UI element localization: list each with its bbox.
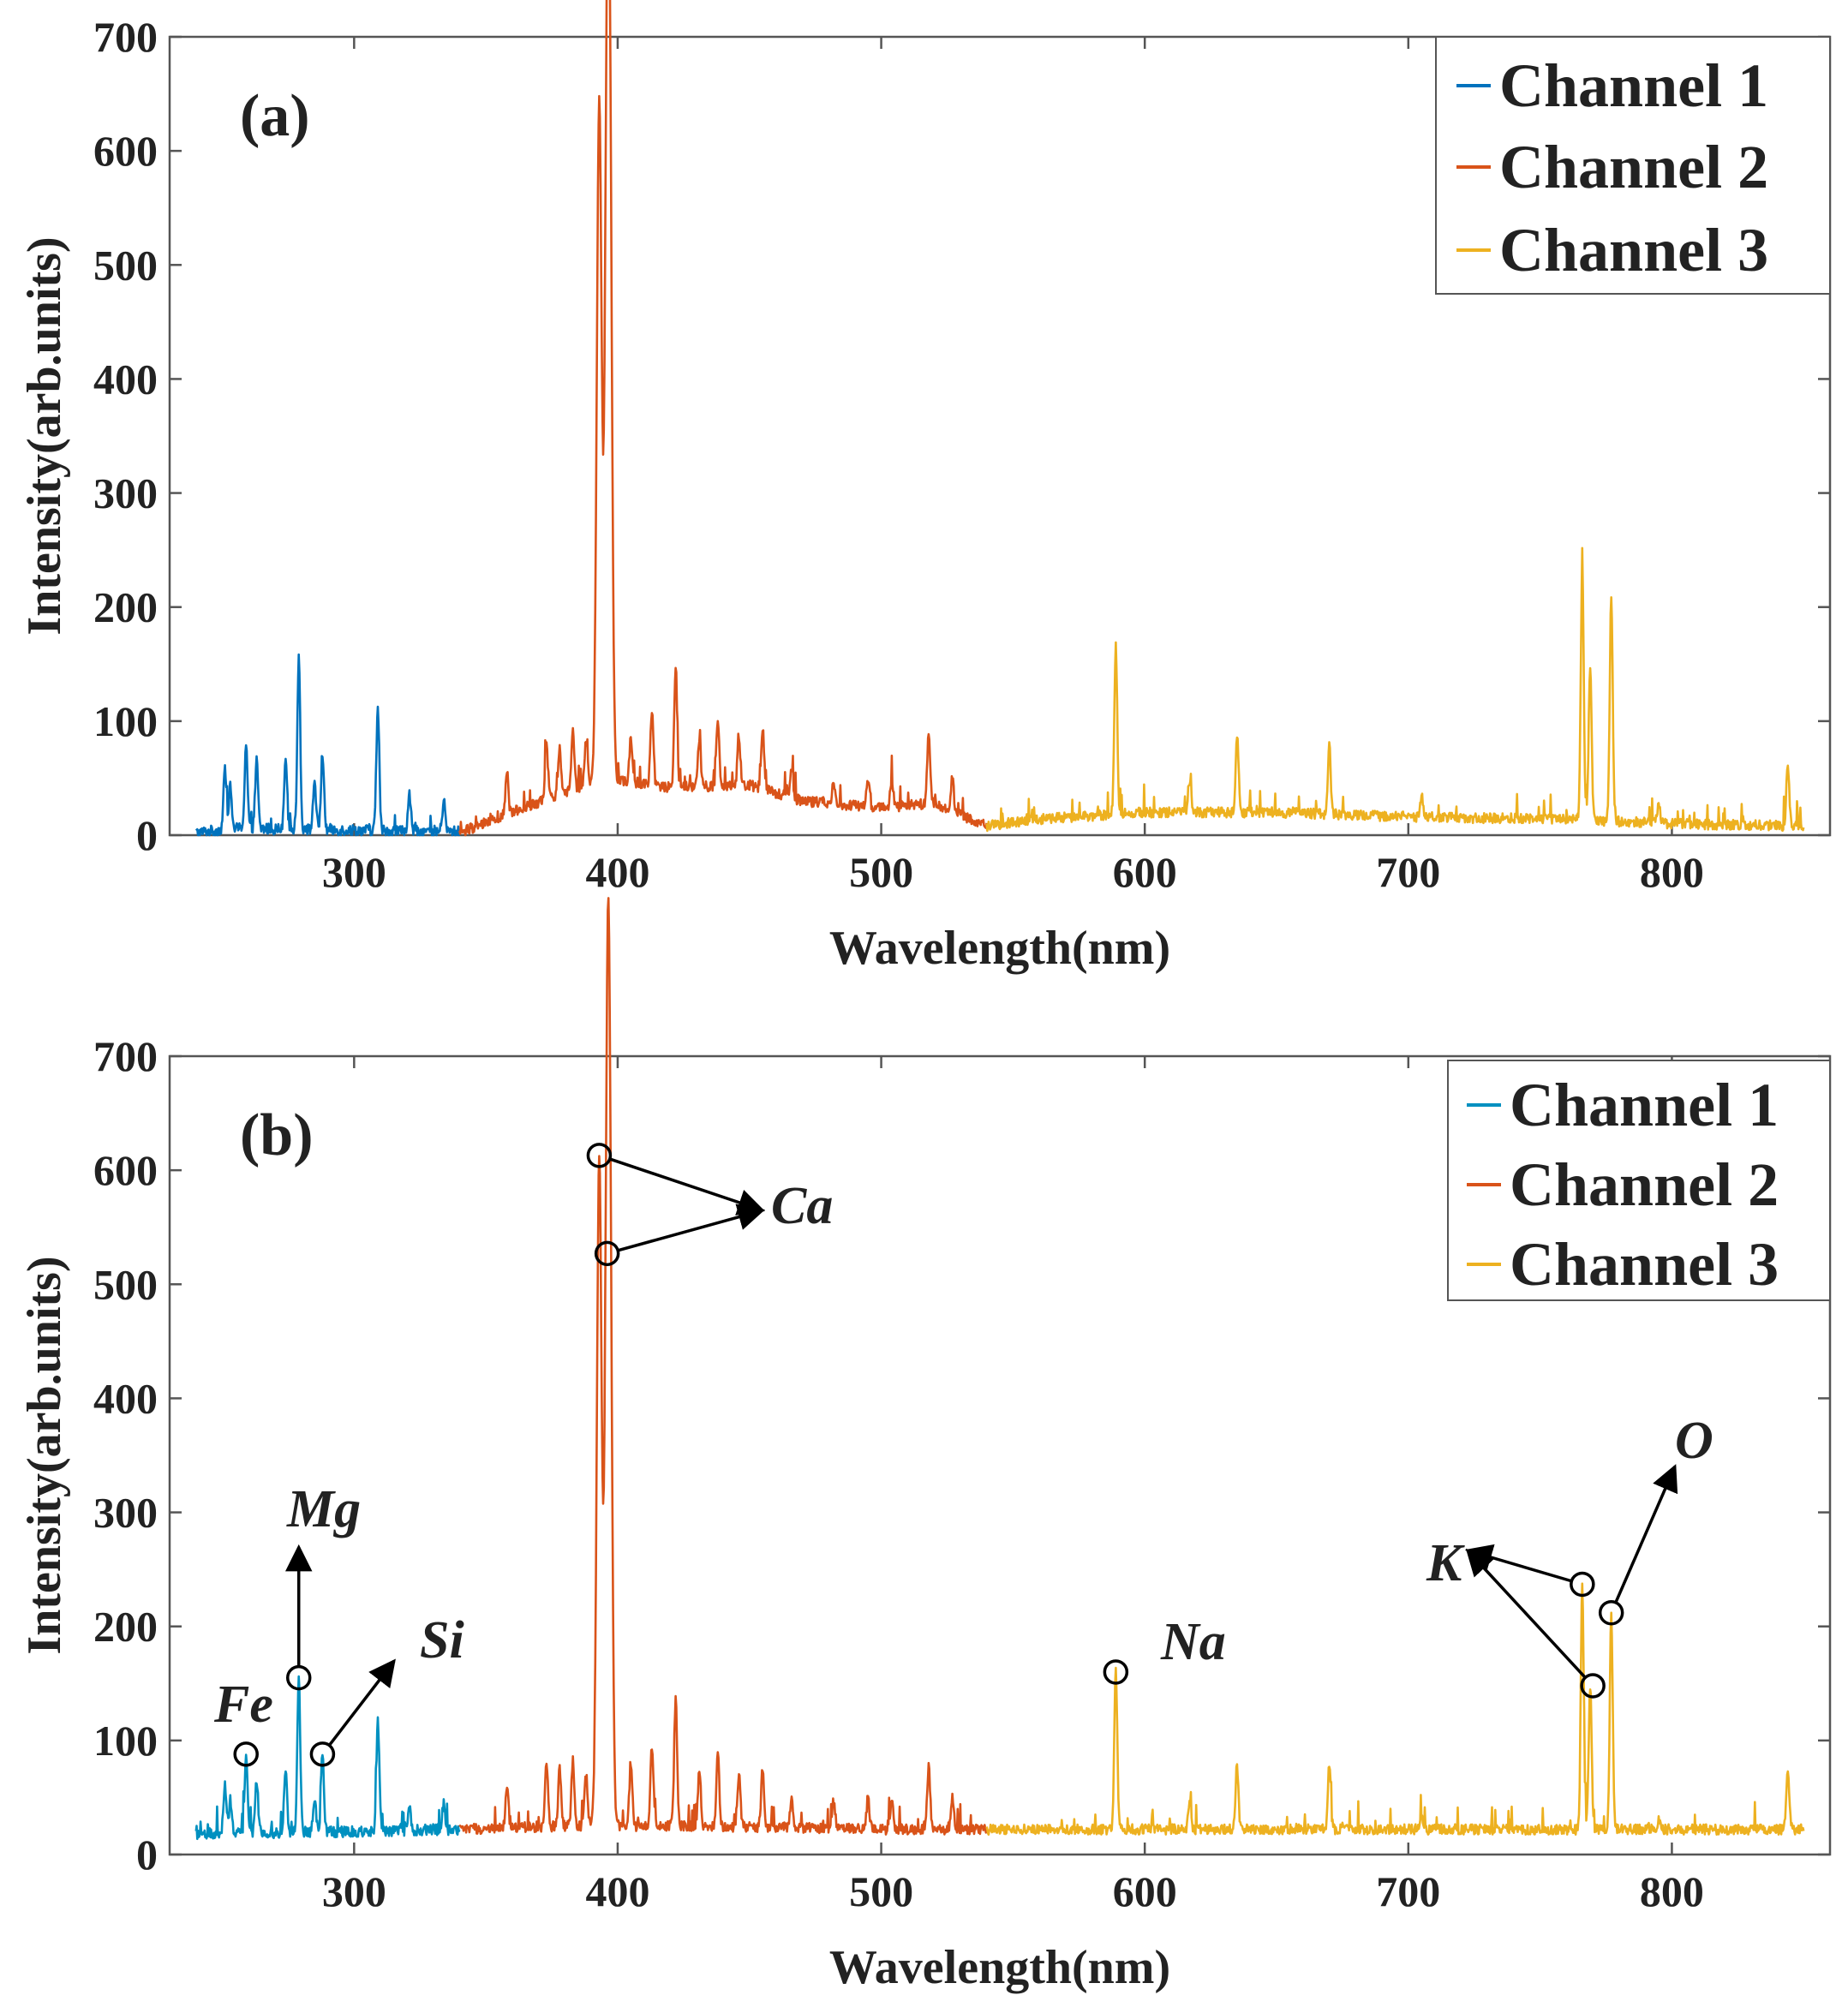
x-tick-label: 500: [849, 1867, 913, 1915]
peak-marker-na: [1103, 1659, 1129, 1685]
x-tick-label: 600: [1113, 848, 1177, 896]
arrow-ca: [610, 1157, 765, 1216]
legend-box: [1447, 1060, 1831, 1301]
axis-ticks: 300 400 500 600 700 800 0 100 200 300 400 500 600 700: [93, 1032, 1830, 1915]
x-tick-label: 400: [585, 848, 649, 896]
panel-label: (a): [240, 83, 310, 149]
y-axis-label: Intensity(arb.units): [18, 1256, 71, 1654]
peak-marker-k: [1570, 1571, 1595, 1598]
plot-frame: [168, 1054, 1832, 1856]
spectra-series: [194, 0, 1805, 837]
legend-entry-channel-2: Channel 2: [1499, 133, 1768, 201]
peak-marker-ca: [594, 1240, 620, 1267]
legend-entry-channel-2: Channel 2: [1510, 1150, 1779, 1219]
x-tick-label: 800: [1640, 848, 1704, 896]
y-tick-label: 100: [93, 1717, 158, 1765]
legend-entry-channel-3: Channel 3: [1499, 216, 1768, 284]
series-line-channel-1: [194, 653, 460, 837]
y-tick-label: 200: [93, 583, 158, 631]
y-tick-label: 300: [93, 1489, 158, 1537]
y-tick-label: 500: [93, 241, 158, 289]
y-tick-label: 0: [136, 1831, 158, 1879]
y-tick-label: 700: [93, 1032, 158, 1080]
x-tick-label: 300: [322, 1867, 386, 1915]
axis-ticks: 300 400 500 600 700 800 0 100 200 300 400 500 600 700: [93, 13, 1830, 896]
legend: Channel 1 Channel 2 Channel 3: [1435, 36, 1831, 295]
y-tick-label: 600: [93, 1146, 158, 1194]
peak-marker-fe: [233, 1741, 259, 1767]
panel-a: 300 400 500 600 700 800 0 100 200 300 400 500 600 700…: [18, 0, 1832, 975]
x-tick-label: 400: [585, 1867, 649, 1915]
peak-marker-ca: [586, 1143, 613, 1168]
y-tick-label: 0: [136, 811, 158, 859]
element-label-o: O: [1675, 1412, 1713, 1470]
legend-box: [1435, 36, 1831, 295]
spectra-series: [194, 897, 1805, 1841]
y-tick-label: 500: [93, 1260, 158, 1308]
y-tick-label: 600: [93, 127, 158, 175]
x-tick-label: 300: [322, 848, 386, 896]
element-label-si: Si: [420, 1611, 464, 1669]
element-label-na: Na: [1160, 1613, 1226, 1671]
x-axis-label: Wavelength(nm): [829, 922, 1170, 975]
peak-marker-mg: [285, 1664, 312, 1691]
legend-entry-channel-3: Channel 3: [1510, 1230, 1779, 1299]
element-label-mg: Mg: [286, 1480, 361, 1538]
x-tick-label: 600: [1113, 1867, 1177, 1915]
series-line-channel-2: [458, 897, 988, 1836]
peak-marker-o: [1598, 1599, 1624, 1626]
series-line-channel-1: [194, 1675, 461, 1841]
panel-b: 300 400 500 600 700 800 0 100 200 300 400 500 600 700…: [18, 897, 1832, 1994]
x-axis-label: Wavelength(nm): [829, 1941, 1170, 1994]
y-tick-label: 400: [93, 1374, 158, 1422]
arrow-o: [1614, 1464, 1678, 1603]
y-tick-label: 700: [93, 13, 158, 61]
element-label-k: K: [1426, 1534, 1465, 1592]
y-tick-label: 100: [93, 697, 158, 745]
plot-frame: [168, 35, 1832, 837]
x-tick-label: 800: [1640, 1867, 1704, 1915]
series-line-channel-2: [458, 0, 988, 837]
x-tick-label: 500: [849, 848, 913, 896]
y-axis-label: Intensity(arb.units): [18, 236, 71, 635]
element-label-ca: Ca: [771, 1177, 833, 1235]
series-line-channel-3: [985, 547, 1805, 833]
series-line-channel-3: [985, 1582, 1805, 1836]
arrow-si: [328, 1658, 396, 1746]
panel-label: (b): [240, 1102, 314, 1168]
peak-marker-k: [1580, 1673, 1606, 1699]
y-tick-label: 400: [93, 355, 158, 403]
y-tick-label: 200: [93, 1603, 158, 1651]
element-label-fe: Fe: [213, 1675, 273, 1734]
legend-entry-channel-1: Channel 1: [1510, 1071, 1779, 1139]
x-tick-label: 700: [1376, 1867, 1440, 1915]
legend: Channel 1 Channel 2 Channel 3: [1447, 1060, 1831, 1301]
legend-entry-channel-1: Channel 1: [1499, 51, 1768, 120]
element-annotations: Fe Mg Si Ca Na K O: [213, 1143, 1713, 1767]
peak-marker-si: [309, 1741, 336, 1767]
arrow-ca: [618, 1204, 766, 1252]
x-tick-label: 700: [1376, 848, 1440, 896]
y-tick-label: 300: [93, 469, 158, 517]
arrow-k: [1465, 1548, 1586, 1678]
